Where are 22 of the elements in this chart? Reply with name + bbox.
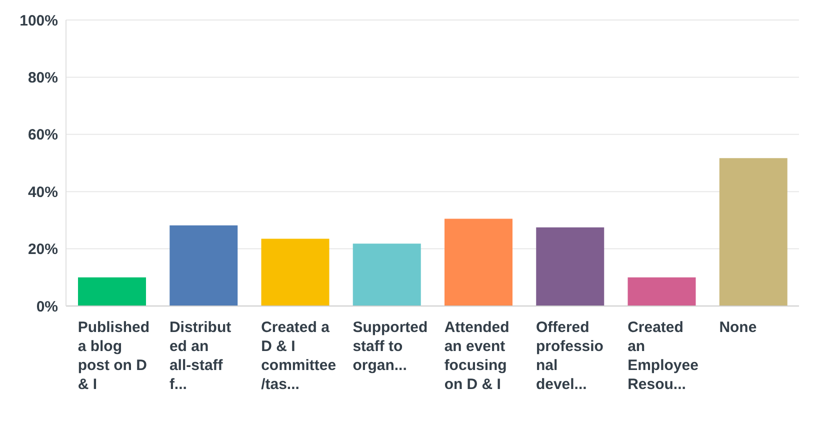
x-tick-label: Distributed an all-staff f... (169, 319, 232, 393)
bar (170, 225, 238, 306)
x-tick-label: Created a D & I committee/tas... (261, 319, 336, 393)
x-tick-label: None (719, 319, 757, 336)
x-tick-label: Offered professional devel... (536, 319, 604, 393)
x-tick-label: Created an Employee Resou... (628, 319, 698, 393)
y-tick-label: 60% (28, 126, 58, 144)
bar (628, 277, 696, 306)
bar (536, 227, 604, 306)
y-tick-label: 40% (28, 184, 58, 201)
bar (719, 158, 788, 306)
y-tick-label: 0% (36, 298, 58, 316)
bar (78, 277, 146, 306)
bar (261, 238, 330, 306)
x-tick-label: Published a blog post on D & I (78, 319, 150, 393)
bar (444, 218, 512, 306)
bar (352, 244, 421, 306)
y-tick-label: 100% (20, 12, 58, 30)
y-tick-label: 80% (28, 70, 58, 87)
y-tick-label: 20% (28, 241, 58, 258)
x-tick-label: Supported staff to organ... (352, 319, 428, 374)
x-tick-label: Attended an event focusing on D & I (444, 319, 510, 393)
